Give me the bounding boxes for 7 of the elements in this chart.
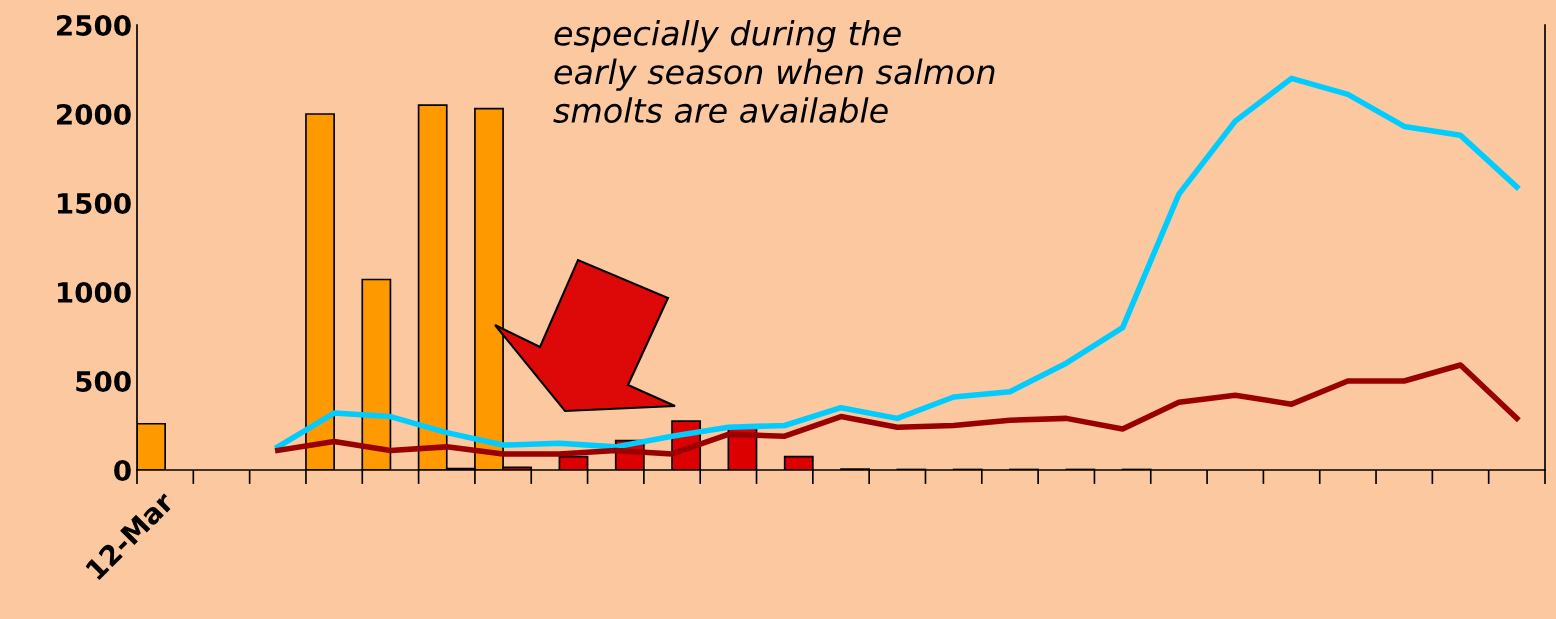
y-tick-label: 2500 bbox=[57, 14, 131, 36]
y-tick-label: 1500 bbox=[57, 192, 131, 214]
y-tick-label: 0 bbox=[114, 459, 131, 481]
y-tick-label: 1000 bbox=[57, 281, 131, 303]
y-tick-label: 2000 bbox=[57, 103, 131, 125]
y-tick-label: 500 bbox=[76, 370, 131, 392]
annotation: especially during the early season when salmon smolts are available bbox=[553, 20, 995, 123]
